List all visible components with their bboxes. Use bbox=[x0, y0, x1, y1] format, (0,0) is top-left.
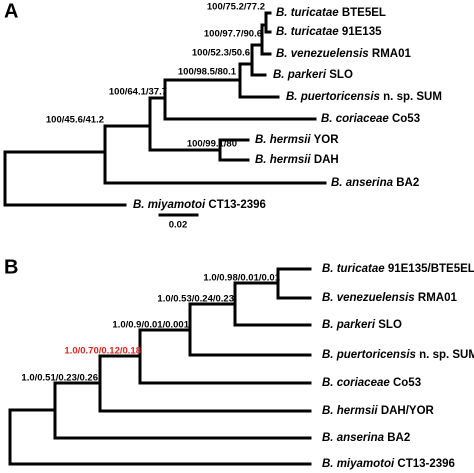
strain-name: BTE5EL bbox=[342, 7, 386, 19]
taxon-name: B. puertoricensis bbox=[286, 91, 380, 103]
strain-name: BA2 bbox=[396, 177, 419, 189]
taxon-name: B. turicatae bbox=[276, 7, 339, 19]
strain-name: Co53 bbox=[393, 377, 421, 389]
node-support: 1.0/0.98/0.01/0.01 bbox=[203, 273, 280, 284]
strain-name: BA2 bbox=[387, 432, 410, 444]
leaf-label: B. turicatae 91E135 bbox=[276, 26, 382, 38]
strain-name: DAH/YOR bbox=[381, 405, 435, 417]
taxon-name: B. turicatae bbox=[276, 26, 339, 38]
scale-bar-label: 0.02 bbox=[169, 220, 188, 231]
taxon-name: B. hermsii bbox=[255, 134, 311, 146]
node-support: 100/52.3/50.6 bbox=[192, 48, 250, 59]
node-support: 100/75.2/77.2 bbox=[207, 2, 265, 13]
leaf-label: B. hermsii DAH bbox=[255, 154, 339, 166]
node-support: 100/97.7/90.6 bbox=[204, 29, 262, 40]
taxon-name: B. miyamotoi bbox=[133, 199, 206, 211]
strain-name: Co53 bbox=[392, 113, 420, 125]
strain-name: CT13-2396 bbox=[397, 458, 455, 470]
strain-name: YOR bbox=[314, 134, 340, 146]
tree-a-leaves: B. turicatae BTE5EL B. turicatae 91E135 … bbox=[133, 7, 442, 211]
leaf-label: B. coriaceae Co53 bbox=[322, 377, 421, 389]
taxon-name: B. hermsii bbox=[322, 405, 378, 417]
taxon-name: B. venezuelensis bbox=[322, 292, 415, 304]
strain-name: RMA01 bbox=[372, 48, 412, 60]
node-support: 100/98.5/80.1 bbox=[178, 67, 237, 78]
leaf-label: B. parkeri SLO bbox=[273, 69, 353, 81]
node-support: 100/99.1/80 bbox=[187, 139, 237, 150]
leaf-label: B. turicatae 91E135/BTE5EL bbox=[322, 263, 474, 275]
strain-name: CT13-2396 bbox=[208, 199, 266, 211]
strain-name: RMA01 bbox=[418, 292, 458, 304]
taxon-name: B. miyamotoi bbox=[322, 458, 395, 470]
taxon-name: B. puertoricensis bbox=[322, 349, 416, 361]
leaf-label: B. miyamotoi CT13-2396 bbox=[133, 199, 266, 211]
node-support: 100/64.1/37.7 bbox=[109, 87, 167, 98]
leaf-label: B. venezuelensis RMA01 bbox=[322, 292, 457, 304]
strain-name: 91E135/BTE5EL bbox=[388, 263, 474, 275]
node-support: 1.0/0.70/0.12/0.18 bbox=[64, 346, 141, 357]
leaf-label: B. turicatae BTE5EL bbox=[276, 7, 386, 19]
leaf-label: B. parkeri SLO bbox=[322, 319, 402, 331]
taxon-name: B. turicatae bbox=[322, 263, 385, 275]
node-support: 1.0/0.51/0.23/0.26 bbox=[21, 373, 98, 384]
tree-b-supports: 1.0/0.98/0.01/0.01 1.0/0.53/0.24/0.23 1.… bbox=[21, 273, 280, 384]
node-support: 100/45.6/41.2 bbox=[46, 115, 104, 126]
taxon-name: B. parkeri bbox=[273, 69, 327, 81]
tree-a-branches bbox=[3, 11, 327, 217]
leaf-label: B. puertoricensis n. sp. SUM bbox=[286, 91, 442, 103]
leaf-label: B. miyamotoi CT13-2396 bbox=[322, 458, 455, 470]
tree-a-supports: 100/75.2/77.2 100/97.7/90.6 100/52.3/50.… bbox=[46, 2, 265, 150]
strain-name: n. sp. SUM bbox=[383, 91, 442, 103]
panel-label: B bbox=[4, 256, 18, 278]
taxon-name: B. hermsii bbox=[255, 154, 311, 166]
taxon-name: B. coriaceae bbox=[321, 113, 389, 125]
leaf-label: B. coriaceae Co53 bbox=[321, 113, 420, 125]
strain-name: 91E135 bbox=[342, 26, 382, 38]
strain-name: DAH bbox=[314, 154, 339, 166]
leaf-label: B. anserina BA2 bbox=[331, 177, 419, 189]
strain-name: SLO bbox=[329, 69, 353, 81]
leaf-label: B. anserina BA2 bbox=[322, 432, 410, 444]
taxon-name: B. anserina bbox=[331, 177, 394, 189]
leaf-label: B. hermsii YOR bbox=[255, 134, 339, 146]
strain-name: SLO bbox=[378, 319, 402, 331]
leaf-label: B. hermsii DAH/YOR bbox=[322, 405, 435, 417]
strain-name: n. sp. SUM bbox=[419, 349, 474, 361]
leaf-label: B. puertoricensis n. sp. SUM bbox=[322, 349, 474, 361]
taxon-name: B. parkeri bbox=[322, 319, 376, 331]
taxon-name: B. anserina bbox=[322, 432, 385, 444]
taxon-name: B. coriaceae bbox=[322, 377, 390, 389]
panel-label: A bbox=[4, 0, 18, 22]
node-support: 1.0/0.53/0.24/0.23 bbox=[157, 294, 234, 305]
taxon-name: B. venezuelensis bbox=[276, 48, 369, 60]
node-support: 1.0/0.9/0.01/0.001 bbox=[112, 320, 189, 331]
leaf-label: B. venezuelensis RMA01 bbox=[276, 48, 411, 60]
tree-b-branches bbox=[8, 267, 312, 466]
tree-b-leaves: B. turicatae 91E135/BTE5EL B. venezuelen… bbox=[322, 263, 474, 470]
